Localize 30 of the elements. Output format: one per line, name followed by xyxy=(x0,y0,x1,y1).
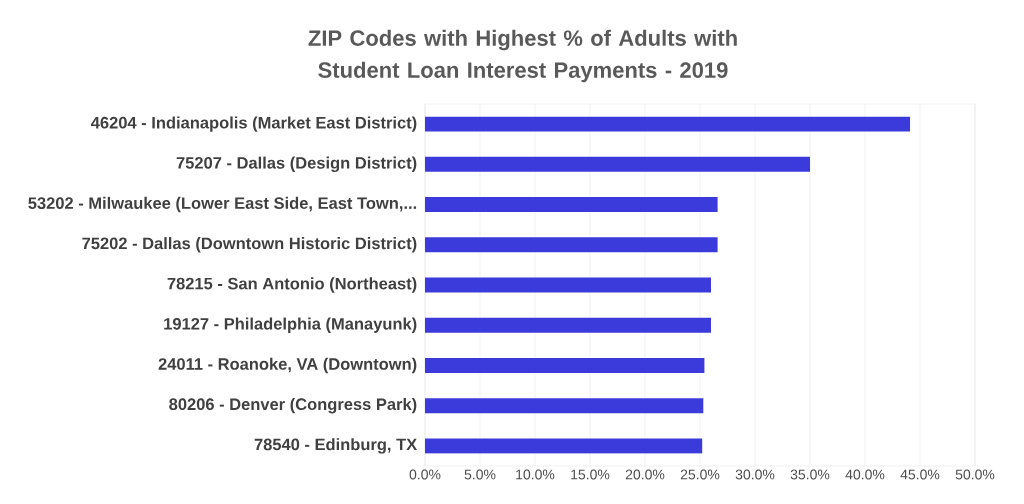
bar xyxy=(425,357,705,373)
y-tick-label: 75202 - Dallas (Downtown Historic District) xyxy=(82,237,417,253)
x-tick-label: 35.0% xyxy=(790,469,830,480)
x-tick-label: 20.0% xyxy=(625,469,665,480)
bar xyxy=(425,237,718,253)
y-tick-label: 75207 - Dallas (Design District) xyxy=(176,156,417,173)
bar xyxy=(425,438,703,454)
bar xyxy=(425,156,810,172)
y-tick-label: 80206 - Denver (Congress Park) xyxy=(169,397,417,414)
x-tick-label: 40.0% xyxy=(845,469,885,480)
bar xyxy=(425,317,711,333)
y-tick-label: 53202 - Milwaukee (Lower East Side, East Town,... xyxy=(28,196,417,213)
x-tick-label: 5.0% xyxy=(464,469,496,480)
y-tick-label: 46204 - Indianapolis (Market East District) xyxy=(91,116,417,132)
y-tick-label: 19127 - Philadelphia (Manayunk) xyxy=(164,317,417,333)
y-tick-label: 24011 - Roanoke, VA (Downtown) xyxy=(158,357,417,374)
x-tick-label: 45.0% xyxy=(900,469,940,480)
x-tick-label: 10.0% xyxy=(516,469,555,480)
bar xyxy=(425,398,704,414)
bar xyxy=(425,116,911,132)
y-tick-label: 78540 - Edinburg, TX xyxy=(254,438,418,454)
chart-title: ZIP Codes with Highest % of Adults with Student Loan Interest Payments - 2019 xyxy=(308,29,737,83)
x-tick-label: 15.0% xyxy=(571,469,610,480)
bar xyxy=(425,197,718,213)
x-tick-label: 25.0% xyxy=(680,469,720,480)
x-tick-label: 0.0% xyxy=(409,469,441,480)
bar xyxy=(425,277,711,293)
y-tick-label: 78215 - San Antonio (Northeast) xyxy=(167,277,417,293)
x-tick-label: 30.0% xyxy=(735,469,775,480)
x-tick-label: 50.0% xyxy=(955,469,995,480)
